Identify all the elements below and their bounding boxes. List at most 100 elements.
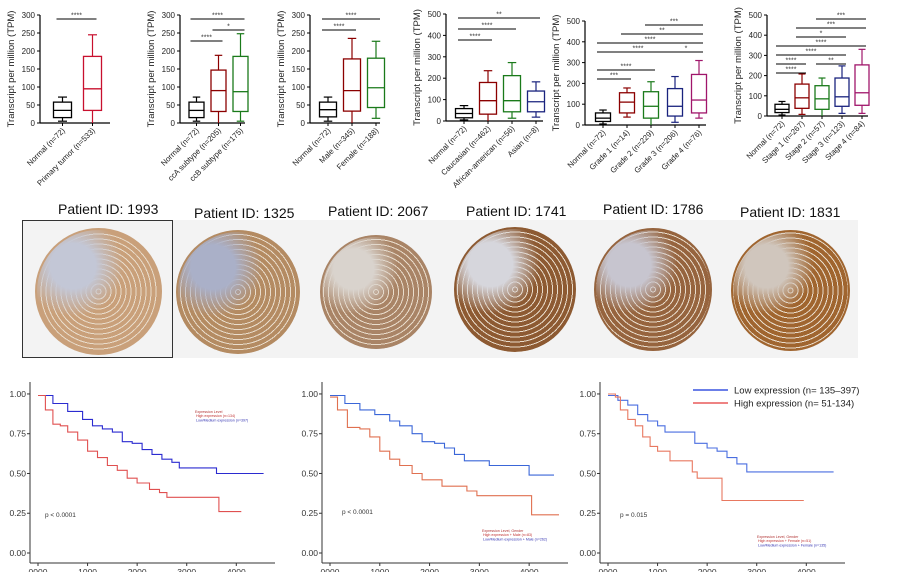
significance-label: **** [201,35,212,42]
box-iqr [478,81,498,115]
y-tick-label: 0.75 [579,429,596,439]
ihc-core-image-1325[interactable] [176,230,300,354]
y-tick-label: 0.00 [9,548,26,558]
x-tick-label: 0000 [599,567,618,572]
ihc-core-image-1993[interactable] [35,228,162,355]
x-tick-label: 4000 [797,567,816,572]
significance-label: *** [837,13,845,20]
y-axis-label: Transcript per million (TPM) [412,9,423,126]
significance-label: ** [659,28,665,35]
y-axis-label: Transcript per million (TPM) [551,15,562,132]
significance-label: **** [346,13,357,20]
km-legend-entry: High expression (n=134) [196,414,235,418]
significance-label: *** [610,73,618,80]
y-tick-label: 0.50 [9,468,26,478]
km-legend-entry: High expression + Female (n=51) [758,539,811,543]
y-tick-label: 100 [428,96,442,105]
y-tick-label: 250 [292,29,306,38]
boxplot-subtype: Transcript per million (TPM) 0 50 100 150 200… [146,11,249,183]
y-axis-label: Transcript per million (TPM) [733,7,744,124]
y-tick-label: 0.50 [579,468,596,478]
box-iqr [642,91,660,119]
y-tick-label: 100 [292,83,306,92]
significance-label: *** [670,19,678,26]
box-iqr [794,83,810,109]
legend-label-high: High expression (n= 51-134) [734,399,854,410]
x-tick-label: 0000 [321,567,340,572]
significance-label: ** [828,58,834,65]
y-tick-label: 50 [296,101,305,110]
y-tick-label: 1.00 [9,389,26,399]
boxplot-gender: Transcript per million (TPM) 0 50 100 150 200… [276,11,386,171]
y-tick-label: 250 [22,29,36,38]
ihc-title-1325: Patient ID: 1325 [194,205,295,221]
y-tick-label: 300 [22,11,36,20]
y-tick-label: 200 [567,79,581,88]
y-tick-label: 0 [31,119,36,128]
box-iqr [232,55,249,113]
y-tick-label: 0 [576,121,581,130]
y-tick-label: 0.75 [301,429,318,439]
ihc-core-image-1786[interactable] [594,228,712,351]
significance-label: **** [71,13,82,20]
y-tick-label: 400 [749,31,763,40]
km-legend-entry: Low/Medium expression (n=397) [196,418,248,422]
y-tick-label: 150 [162,65,176,74]
y-tick-label: 200 [428,74,442,83]
y-tick-label: 300 [428,53,442,62]
x-tick-label: 2000 [420,567,439,572]
km-plot-male: 0.00 0.25 0.50 0.75 1.00 0000 1000 2000 3000 4000… [301,382,568,572]
legend-label-low: Low expression (n= 135–397) [734,386,859,397]
x-category-label: Primary tumor (n=533) [35,126,97,188]
survival-curve-low-expression [330,394,554,476]
x-tick-label: 1000 [370,567,389,572]
survival-curve-low-expression [38,394,264,475]
boxplot-race: Transcript per million (TPM) 0 100 200 300 40… [412,9,546,190]
ihc-core-image-1831[interactable] [731,230,850,351]
survival-curve-high-expression [608,393,804,502]
y-tick-label: 300 [292,11,306,20]
box-iqr [690,73,708,114]
km-legend-title: Expression Level, Gender [757,535,799,539]
y-tick-label: 0 [758,112,763,121]
survival-curve-high-expression [38,394,242,513]
significance-label: ** [496,12,502,19]
significance-label: **** [786,58,797,65]
p-value-label: p = 0.015 [620,512,648,519]
y-tick-label: 50 [26,101,35,110]
box-iqr [502,74,522,113]
x-tick-label: 3000 [470,567,489,572]
significance-label: **** [621,64,632,71]
significance-label: **** [786,67,797,74]
y-tick-label: 300 [162,11,176,20]
ihc-title-2067: Patient ID: 2067 [328,203,429,219]
x-tick-label: 1000 [78,567,97,572]
y-tick-label: 150 [292,65,306,74]
y-tick-label: 0.25 [301,508,318,518]
x-tick-label: 4000 [227,567,246,572]
significance-label: **** [806,49,817,56]
significance-label: * [227,24,230,31]
y-tick-label: 200 [162,47,176,56]
ihc-core-image-2067[interactable] [320,235,432,349]
box-iqr [366,57,386,109]
significance-label: * [685,46,688,53]
ihc-title-1786: Patient ID: 1786 [603,201,704,217]
significance-label: **** [645,37,656,44]
significance-label: * [820,31,823,38]
km-legend-entry: High expression + Male (n=83) [483,533,532,537]
y-tick-label: 0 [171,119,176,128]
y-tick-label: 500 [749,11,763,20]
y-tick-label: 0.00 [301,548,318,558]
y-tick-label: 1.00 [301,389,318,399]
y-tick-label: 150 [22,65,36,74]
significance-label: **** [633,46,644,53]
box-iqr [82,55,103,112]
y-tick-label: 100 [567,100,581,109]
ihc-title-1831: Patient ID: 1831 [740,204,841,220]
box-iqr [814,85,830,110]
y-tick-label: 0 [437,117,442,126]
y-tick-label: 300 [749,51,763,60]
y-tick-label: 100 [22,83,36,92]
ihc-core-image-1741[interactable] [454,227,576,352]
